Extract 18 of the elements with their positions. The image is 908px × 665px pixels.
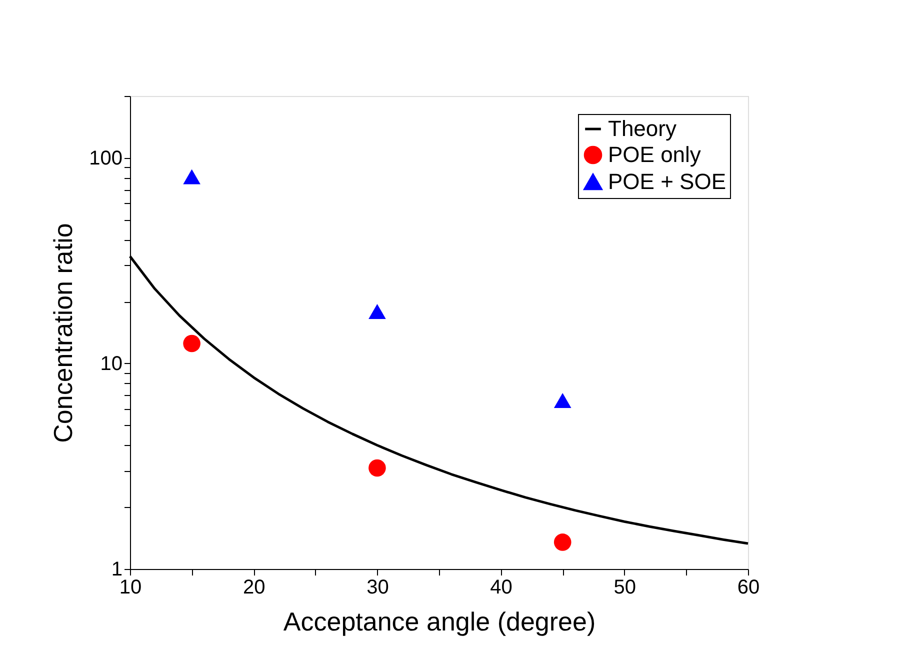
- point: [368, 304, 386, 319]
- y-tick-label: 100: [89, 147, 122, 170]
- x-tick-label: 40: [490, 576, 512, 598]
- point: [183, 169, 200, 184]
- point: [183, 334, 200, 352]
- x-tick-label: 30: [366, 576, 389, 598]
- x-axis-title: Acceptance angle (degree): [283, 606, 596, 636]
- point: [554, 534, 572, 551]
- point: [368, 459, 386, 477]
- x-tick-label: 60: [737, 576, 760, 598]
- point: [554, 393, 572, 408]
- x-tick-label: 50: [614, 576, 636, 598]
- legend-label: Theory: [608, 116, 676, 141]
- y-axis-title: Concentration ratio: [48, 223, 78, 443]
- legend-label: POE only: [608, 142, 701, 167]
- x-tick-label: 20: [242, 576, 266, 598]
- y-tick-label: 10: [100, 352, 122, 375]
- legend-label: POE + SOE: [608, 169, 726, 194]
